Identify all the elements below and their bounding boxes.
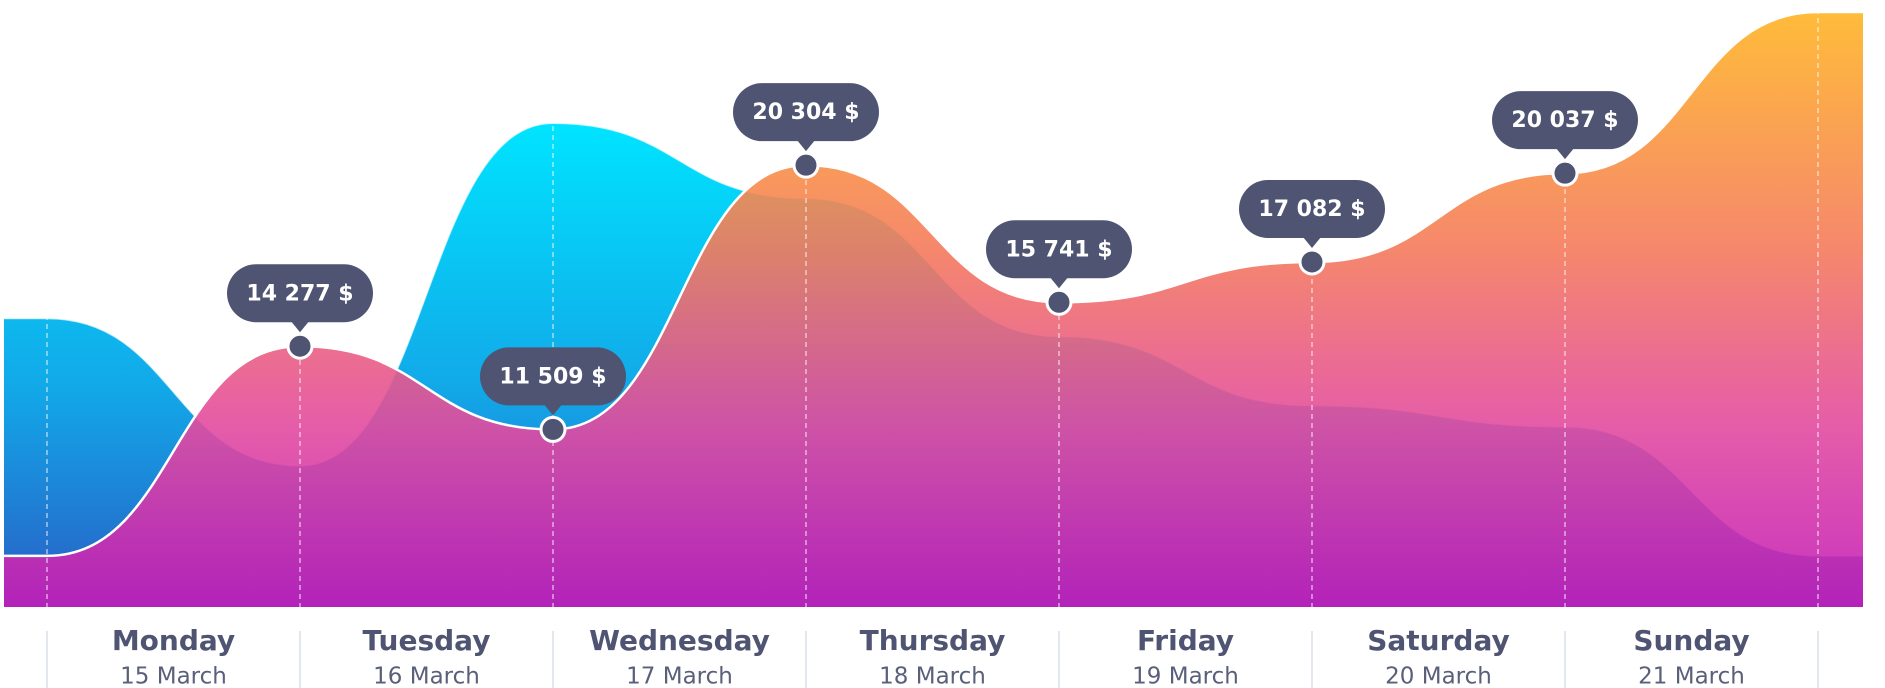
day-label: Thursday — [860, 624, 1006, 657]
value-label: 11 509 $ — [499, 364, 606, 389]
callout-pointer — [544, 404, 562, 416]
value-callout: 15 741 $ — [986, 220, 1132, 289]
callout-pointer — [1556, 148, 1574, 160]
day-label: Wednesday — [589, 624, 770, 657]
value-label: 20 304 $ — [752, 100, 859, 125]
value-callout: 17 082 $ — [1239, 179, 1385, 248]
day-label: Friday — [1137, 624, 1234, 657]
value-label: 14 277 $ — [246, 281, 353, 306]
data-point — [792, 151, 820, 179]
date-label: 17 March — [626, 664, 733, 688]
callout-pointer — [1050, 277, 1068, 289]
area — [4, 12, 1863, 608]
data-point — [1045, 288, 1073, 316]
callout-box — [227, 264, 373, 323]
day-label: Saturday — [1367, 624, 1510, 657]
callout-box — [986, 220, 1132, 279]
data-point — [1298, 248, 1326, 276]
callout-box — [733, 83, 879, 142]
date-label: 16 March — [373, 664, 480, 688]
day-label: Sunday — [1633, 624, 1749, 657]
data-point — [1551, 159, 1579, 187]
callout-pointer — [797, 140, 815, 152]
data-point — [286, 332, 314, 360]
date-label: 18 March — [879, 664, 986, 688]
date-label: 20 March — [1385, 664, 1492, 688]
callout-box — [1239, 179, 1385, 238]
value-callout: 20 304 $ — [733, 83, 879, 152]
callout-box — [480, 347, 626, 406]
day-label: Monday — [112, 624, 235, 657]
date-label: 21 March — [1638, 664, 1745, 688]
callout-pointer — [291, 321, 309, 333]
day-label: Tuesday — [363, 624, 491, 657]
date-label: 19 March — [1132, 664, 1239, 688]
callout-box — [1492, 91, 1638, 150]
value-label: 15 741 $ — [1005, 237, 1112, 262]
callout-pointer — [1303, 236, 1321, 248]
date-label: 15 March — [120, 664, 227, 688]
value-label: 17 082 $ — [1258, 197, 1365, 222]
value-label: 20 037 $ — [1511, 108, 1618, 133]
value-callout: 11 509 $ — [480, 347, 626, 416]
value-callout: 20 037 $ — [1492, 91, 1638, 160]
value-callout: 14 277 $ — [227, 264, 373, 333]
data-point — [539, 415, 567, 443]
